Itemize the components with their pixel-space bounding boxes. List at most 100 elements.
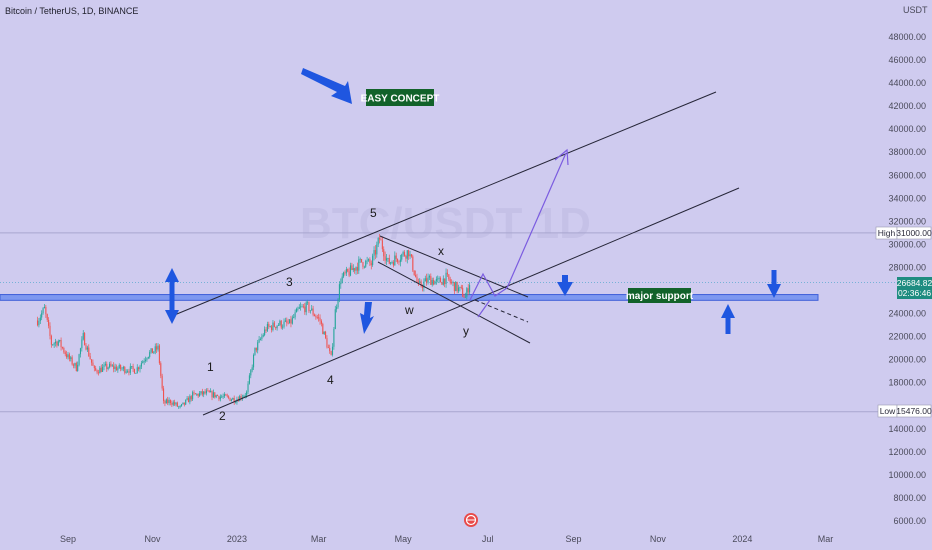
- candle: [230, 398, 232, 402]
- candle: [164, 399, 166, 407]
- candle: [365, 259, 367, 268]
- candle: [277, 323, 280, 327]
- candle: [86, 345, 88, 353]
- candle: [451, 279, 453, 285]
- candle: [70, 355, 72, 362]
- candle: [362, 261, 364, 270]
- candle: [315, 314, 317, 320]
- candle: [75, 361, 77, 372]
- candle: [41, 310, 43, 321]
- candle: [271, 325, 273, 333]
- candle: [323, 331, 325, 335]
- candle: [217, 394, 219, 397]
- candle: [358, 256, 360, 274]
- candle: [334, 305, 336, 330]
- wedge-upper-line: [379, 235, 529, 298]
- candle: [437, 275, 439, 283]
- candle: [448, 274, 450, 281]
- candle: [194, 392, 196, 395]
- candle: [48, 317, 50, 329]
- price-tick-label: 46000.00: [888, 55, 926, 65]
- price-tick-label: 14000.00: [888, 424, 926, 434]
- candle: [456, 281, 458, 294]
- tradingview-logo-icon[interactable]: [464, 513, 478, 527]
- candle: [153, 351, 155, 354]
- candle: [199, 390, 201, 397]
- candle: [161, 373, 163, 391]
- candle: [446, 269, 448, 277]
- price-tick-label: 20000.00: [888, 355, 926, 365]
- candle: [185, 399, 187, 406]
- candle: [428, 274, 430, 280]
- candle: [367, 258, 370, 262]
- candle: [147, 356, 149, 360]
- price-marker-lines: [0, 232, 897, 413]
- candle: [146, 357, 148, 362]
- candle: [140, 360, 142, 370]
- wave-label-y: y: [463, 324, 469, 338]
- candle: [327, 344, 329, 349]
- candle: [178, 405, 180, 409]
- time-axis[interactable]: Sep Nov 2023 Mar May Jul Sep Nov 2024 Mar: [60, 534, 833, 544]
- candle: [258, 336, 260, 344]
- candle: [300, 302, 302, 311]
- candle: [395, 252, 397, 263]
- price-axis[interactable]: 48000.00 46000.00 44000.00 42000.00 40000.00…: [888, 32, 926, 526]
- candle: [464, 292, 466, 298]
- candle: [444, 278, 446, 288]
- candle: [466, 287, 468, 300]
- candle: [104, 361, 106, 367]
- candle: [201, 388, 203, 397]
- zigzag-lower-stub: [477, 299, 491, 318]
- wave-label-x: x: [438, 244, 444, 258]
- candle: [154, 343, 156, 355]
- current-price-tag: 26684.82 02:36:46: [897, 277, 932, 299]
- candle: [273, 320, 275, 328]
- time-tick-label: Nov: [650, 534, 667, 544]
- candle: [49, 322, 51, 340]
- candle: [284, 317, 286, 323]
- candle: [143, 358, 145, 365]
- candle: [52, 343, 54, 346]
- candle: [200, 391, 202, 396]
- candle: [38, 317, 40, 328]
- candle: [149, 350, 151, 359]
- candle: [301, 304, 303, 308]
- candle: [338, 281, 340, 303]
- candle: [197, 393, 199, 398]
- candle: [77, 361, 79, 372]
- candle: [374, 245, 376, 260]
- candle: [259, 337, 262, 341]
- candle: [67, 352, 69, 360]
- candle: [453, 281, 455, 295]
- zigzag-projection: [469, 272, 508, 301]
- candle: [383, 246, 385, 261]
- candle: [307, 299, 309, 306]
- candle: [354, 267, 356, 274]
- candle: [283, 318, 285, 329]
- wave-labels: 1 2 3 4 5 w x y: [207, 206, 469, 423]
- candle: [253, 353, 255, 370]
- candle: [405, 254, 407, 262]
- price-tick-label: 8000.00: [893, 493, 926, 503]
- candle: [63, 346, 65, 354]
- major-support-text: major support: [626, 291, 694, 302]
- candle: [171, 400, 173, 407]
- candle: [59, 339, 61, 343]
- candle: [312, 305, 314, 317]
- candle: [381, 236, 383, 253]
- pointer-arrow-icon: [301, 68, 352, 104]
- candle: [344, 270, 346, 276]
- candle: [441, 281, 443, 285]
- candle: [408, 249, 410, 260]
- high-marker: High 31000.00: [875, 226, 932, 240]
- candle: [142, 360, 144, 364]
- candle: [114, 363, 116, 373]
- candle: [366, 256, 368, 265]
- current-price-value: 26684.82: [897, 278, 932, 288]
- candle: [399, 254, 401, 267]
- candle: [412, 254, 414, 273]
- candle: [261, 333, 263, 341]
